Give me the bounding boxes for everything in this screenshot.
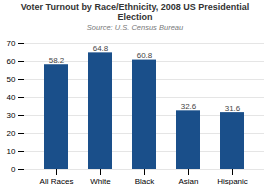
svg-text:60.8: 60.8 [137, 51, 153, 60]
svg-text:58.2: 58.2 [49, 55, 65, 64]
svg-text:70: 70 [7, 39, 16, 48]
svg-text:Black: Black [135, 177, 156, 185]
svg-text:60: 60 [7, 57, 16, 66]
svg-text:31.6: 31.6 [225, 103, 241, 112]
svg-text:0: 0 [11, 165, 16, 174]
html-text:Source: U.S. Census Bureau: Source: U.S. Census Bureau [86, 22, 184, 32]
svg-text:20: 20 [7, 129, 16, 138]
svg-text:All Races: All Races [40, 177, 74, 185]
svg-text:64.8: 64.8 [93, 44, 109, 53]
svg-text:32.6: 32.6 [181, 102, 197, 111]
svg-text:40: 40 [7, 93, 16, 102]
svg-text:White: White [90, 177, 111, 185]
svg-text:Hispanic: Hispanic [217, 177, 248, 185]
svg-text:50: 50 [7, 75, 16, 84]
svg-text:10: 10 [7, 147, 16, 156]
svg-text:30: 30 [7, 111, 16, 120]
html-text:Voter Turnout by Race/Ethnicit: Voter Turnout by Race/Ethnicity, 2008 US… [20, 2, 250, 23]
svg-text:Asian: Asian [178, 177, 198, 185]
